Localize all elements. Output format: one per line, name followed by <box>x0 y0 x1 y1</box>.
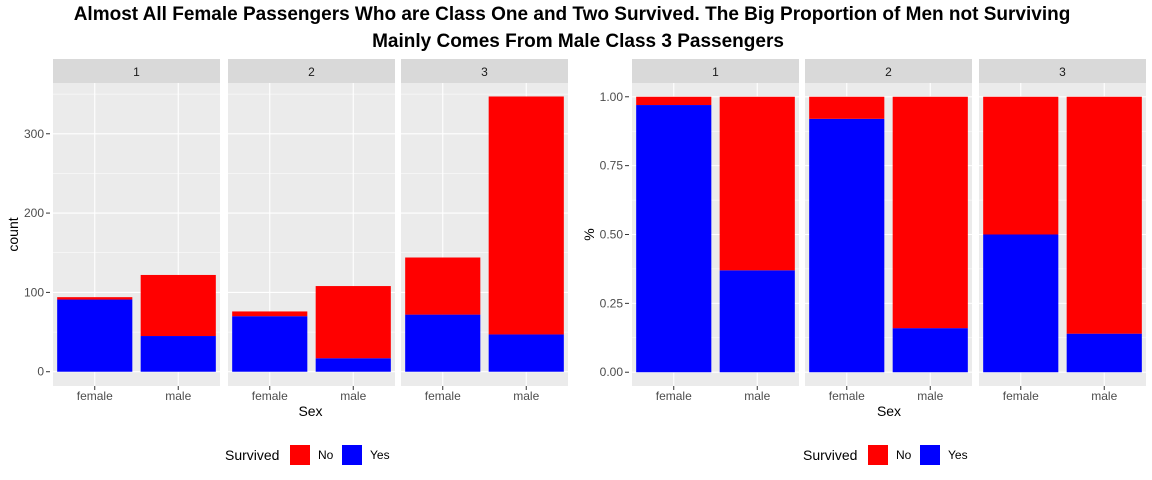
x-tick-label: female <box>1003 389 1039 403</box>
x-tick-label: female <box>252 389 288 403</box>
legend-swatch-no <box>868 445 888 465</box>
legend-title: Survived <box>803 447 857 463</box>
x-tick-label: female <box>425 389 461 403</box>
x-tick-label: male <box>165 389 191 403</box>
bar-no-female-class-3 <box>405 257 481 315</box>
y-tick-label: 200 <box>24 206 44 220</box>
facet-strip <box>979 59 1146 83</box>
facet-strip-label: 3 <box>1059 65 1066 79</box>
legend-label-no: No <box>318 448 334 462</box>
bar-yes-female-class-2 <box>232 316 308 372</box>
bar-yes-female-class-3 <box>405 314 481 372</box>
x-tick-label: male <box>513 389 539 403</box>
y-tick-label: 0.75 <box>600 159 624 173</box>
bar-no-female-class-2 <box>232 311 308 317</box>
facet-panel-1: 1 female male <box>53 59 220 403</box>
bar-yes-female-class-1 <box>57 299 133 372</box>
bar-yes-female-class-2 <box>809 118 885 373</box>
bar-yes-male-class-2 <box>892 328 968 373</box>
legend: Survived No Yes <box>225 445 390 465</box>
bar-no-female-class-3 <box>983 96 1059 235</box>
facet-panel-2: 2 female male <box>805 59 972 403</box>
legend-label-yes: Yes <box>370 448 390 462</box>
legend-swatch-no <box>290 445 310 465</box>
count-chart: 0 100 200 300 1 female male 2 female male 3 female m… <box>5 59 568 465</box>
y-tick-label: 0 <box>37 365 44 379</box>
bar-no-male-class-2 <box>892 96 968 329</box>
bar-no-male-class-1 <box>719 96 795 271</box>
legend-title: Survived <box>225 447 279 463</box>
bar-yes-male-class-2 <box>315 358 391 372</box>
y-tick-label: 0.50 <box>600 228 624 242</box>
bar-yes-female-class-1 <box>636 105 712 373</box>
bar-no-male-class-2 <box>315 286 391 359</box>
bar-yes-male-class-3 <box>1066 333 1142 373</box>
y-tick-label: 300 <box>24 127 44 141</box>
legend-swatch-yes <box>342 445 362 465</box>
bar-no-male-class-3 <box>488 96 564 335</box>
facet-strip <box>401 59 568 83</box>
legend-swatch-yes <box>920 445 940 465</box>
x-tick-label: male <box>340 389 366 403</box>
figure-title-line-1: Almost All Female Passengers Who are Cla… <box>74 4 1071 25</box>
y-tick-label: 0.00 <box>600 365 624 379</box>
facet-panel-3: 3 female male <box>979 59 1146 403</box>
figure-title-line-2: Mainly Comes From Male Class 3 Passenger… <box>372 31 784 52</box>
legend-label-no: No <box>896 448 912 462</box>
facet-panel-3: 3 female male <box>401 59 568 403</box>
x-tick-label: male <box>917 389 943 403</box>
legend-label-yes: Yes <box>948 448 968 462</box>
facet-strip <box>228 59 395 83</box>
bar-yes-male-class-1 <box>719 270 795 373</box>
facet-strip <box>632 59 799 83</box>
x-tick-label: female <box>829 389 865 403</box>
x-tick-label: male <box>1091 389 1117 403</box>
bar-no-female-class-1 <box>57 297 133 300</box>
x-tick-label: female <box>77 389 113 403</box>
facet-strip <box>805 59 972 83</box>
bar-no-female-class-2 <box>809 96 885 119</box>
bar-yes-male-class-3 <box>488 334 564 372</box>
facet-strip-label: 1 <box>133 65 140 79</box>
facet-strip-label: 2 <box>885 65 892 79</box>
y-tick-label: 1.00 <box>600 90 624 104</box>
bar-yes-female-class-3 <box>983 234 1059 373</box>
facet-strip-label: 1 <box>712 65 719 79</box>
bar-yes-male-class-1 <box>140 336 216 372</box>
bar-no-male-class-1 <box>140 274 216 337</box>
percent-chart: 0.00 0.25 0.50 0.75 1.00 1 female male 2 female ma… <box>581 59 1146 465</box>
x-axis-title: Sex <box>877 403 901 419</box>
facet-strip <box>53 59 220 83</box>
bar-no-male-class-3 <box>1066 96 1142 334</box>
y-axis-title: % <box>581 228 597 240</box>
facet-panel-2: 2 female male <box>228 59 395 403</box>
x-tick-label: male <box>744 389 770 403</box>
facet-strip-label: 3 <box>481 65 488 79</box>
y-axis-title: count <box>5 217 21 251</box>
y-tick-label: 100 <box>24 285 44 299</box>
y-tick-label: 0.25 <box>600 296 624 310</box>
legend: Survived No Yes <box>803 445 968 465</box>
facet-panel-1: 1 female male <box>632 59 799 403</box>
bar-no-female-class-1 <box>636 96 712 106</box>
x-axis-title: Sex <box>298 403 322 419</box>
x-tick-label: female <box>656 389 692 403</box>
facet-strip-label: 2 <box>308 65 315 79</box>
